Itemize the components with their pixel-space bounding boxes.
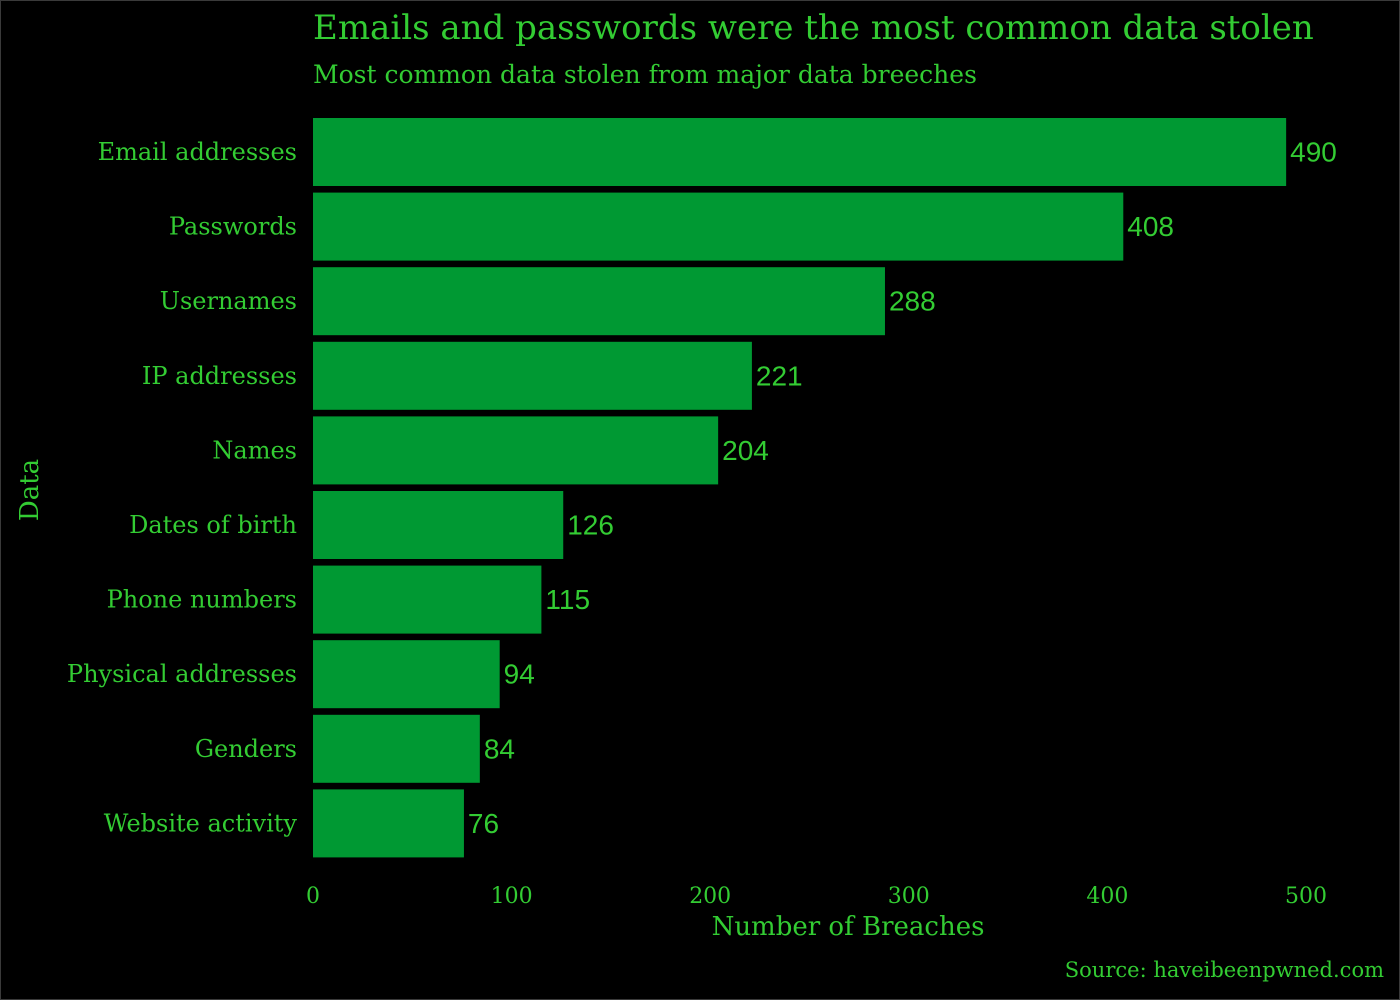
bar-1 xyxy=(313,192,1124,261)
bar-9 xyxy=(313,789,464,858)
bar-7 xyxy=(313,640,500,709)
value-label-1: 408 xyxy=(1127,211,1174,242)
x-tick-label-1: 100 xyxy=(491,884,533,909)
bar-3 xyxy=(313,341,752,410)
category-label-3: IP addresses xyxy=(142,362,297,390)
value-label-3: 221 xyxy=(756,360,803,391)
value-label-6: 115 xyxy=(545,584,590,615)
x-tick-label-3: 300 xyxy=(888,884,930,909)
category-label-7: Physical addresses xyxy=(67,660,297,688)
value-label-4: 204 xyxy=(722,435,769,466)
value-label-5: 126 xyxy=(567,510,614,541)
bar-8 xyxy=(313,714,480,783)
category-label-8: Genders xyxy=(195,735,297,763)
category-label-2: Usernames xyxy=(160,287,297,315)
source-caption: Source: haveibeenpwned.com xyxy=(1064,958,1384,982)
x-tick-label-4: 400 xyxy=(1086,884,1128,909)
chart-subtitle: Most common data stolen from major data … xyxy=(313,60,977,89)
value-label-7: 94 xyxy=(504,659,535,690)
value-label-2: 288 xyxy=(889,286,936,317)
category-label-4: Names xyxy=(212,436,297,464)
bar-6 xyxy=(313,565,542,634)
bar-4 xyxy=(313,416,719,485)
category-label-1: Passwords xyxy=(169,213,297,241)
category-label-9: Website activity xyxy=(104,809,298,837)
x-tick-label-5: 500 xyxy=(1285,884,1327,909)
bar-5 xyxy=(313,491,564,559)
category-label-6: Phone numbers xyxy=(107,586,297,614)
value-label-0: 490 xyxy=(1290,137,1337,168)
category-label-0: Email addresses xyxy=(98,138,297,166)
bar-0 xyxy=(313,118,1287,186)
category-label-5: Dates of birth xyxy=(129,511,297,539)
value-label-8: 84 xyxy=(484,733,515,764)
x-tick-label-2: 200 xyxy=(689,884,731,909)
bar-2 xyxy=(313,267,885,336)
value-label-9: 76 xyxy=(468,808,499,839)
x-tick-label-0: 0 xyxy=(306,884,320,909)
x-axis-label: Number of Breaches xyxy=(711,912,985,942)
chart-title: Emails and passwords were the most commo… xyxy=(313,8,1314,48)
